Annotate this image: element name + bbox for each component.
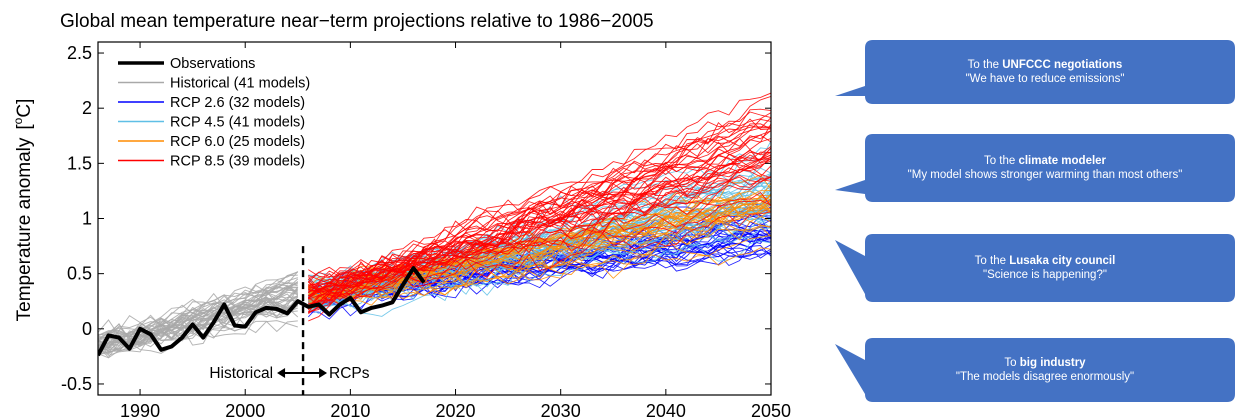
bubble-heading: To the UNFCCC negotiations (967, 59, 1123, 71)
svg-text:Temperature anomaly[oC]: Temperature anomaly [oC] (11, 99, 35, 322)
historical-model-run (98, 296, 299, 347)
y-tick-label: -0.5 (61, 374, 92, 394)
y-tick-label: 2 (82, 98, 92, 118)
bubble-quote: "We have to reduce emissions" (965, 73, 1125, 85)
legend-label: Historical (41 models) (170, 76, 310, 92)
y-axis-unit-close: ] (14, 99, 35, 104)
x-tick-label: 2010 (330, 401, 370, 419)
temperature-projection-chart: Global mean temperature near−term projec… (11, 11, 791, 419)
bubble-heading: To the Lusaka city council (974, 255, 1116, 267)
y-axis-unit-letter: C (14, 104, 35, 118)
rcp85-model-run (308, 165, 771, 306)
rcp85-model-run (308, 211, 771, 322)
rcp60-model-run (307, 203, 771, 299)
x-tick-label: 2030 (541, 401, 581, 419)
rcp60-model-run (308, 197, 771, 303)
y-tick-label: 0.5 (67, 264, 92, 284)
rcp85-model-run (308, 127, 771, 294)
y-tick-label: 1 (82, 209, 92, 229)
axis-ticks: 1990 2000 2010 2020 2030 2040 2050 -0.5 0 0.5 1 1.5… (61, 42, 791, 419)
legend-label: RCP 6.0 (25 models) (170, 134, 305, 150)
y-axis-unit-degree: o (11, 117, 25, 124)
y-tick-label: 0 (82, 319, 92, 339)
rcp45-model-run (308, 240, 771, 317)
historical-model-run (98, 271, 298, 347)
y-tick-label: 2.5 (67, 43, 92, 63)
speech-bubble-big-industry: To big industry "The models disagree eno… (835, 338, 1235, 410)
model-runs (98, 92, 771, 359)
speech-bubble-climate-modeler: To the climate modeler "My model shows s… (835, 134, 1235, 206)
historical-model-run (98, 274, 298, 336)
y-axis-label: Temperature anomaly [oC] (11, 99, 35, 322)
rcp85-model-run (307, 151, 771, 308)
period-annotation: Historical RCPs (209, 365, 369, 382)
bubble-quote: "Science is happening?" (983, 269, 1107, 281)
rcp85-model-run (308, 177, 771, 294)
rcp60-model-run (308, 199, 771, 299)
rcp85-model-run (308, 176, 771, 306)
rcp60-model-run (308, 247, 771, 309)
rcp85-model-run (307, 123, 771, 293)
speech-bubble-shape (835, 40, 1235, 104)
speech-bubble-unfccc: To the UNFCCC negotiations "We have to r… (835, 40, 1235, 112)
arrow-left-icon (277, 368, 286, 378)
historical-annotation: Historical (209, 365, 273, 382)
x-tick-label: 1990 (120, 401, 160, 419)
rcp85-model-run (308, 123, 771, 288)
rcps-annotation: RCPs (329, 365, 370, 382)
legend-label: RCP 2.6 (32 models) (170, 95, 305, 111)
observations-series (98, 266, 426, 357)
rcp85-model-run (308, 111, 771, 287)
speech-bubble-lusaka-council: To the Lusaka city council "Science is h… (835, 234, 1235, 306)
bubble-heading: To big industry (1004, 357, 1086, 369)
x-tick-label: 2040 (646, 401, 686, 419)
rcp85-model-run (308, 160, 771, 313)
x-tick-label: 2000 (225, 401, 265, 419)
bubble-heading: To the climate modeler (983, 155, 1107, 167)
chart-title: Global mean temperature near−term projec… (60, 11, 654, 32)
historical-model-run (98, 271, 299, 352)
legend-label: RCP 8.5 (39 models) (170, 154, 305, 170)
legend-label: Observations (170, 56, 255, 72)
rcp85-model-run (308, 200, 771, 302)
y-axis-label-text: Temperature anomaly (14, 137, 35, 321)
legend-label: RCP 4.5 (41 models) (170, 115, 305, 131)
rcp85-model-run (307, 149, 771, 293)
arrow-right-icon (319, 368, 328, 378)
rcp85-model-run (308, 154, 771, 293)
historical-model-run (98, 288, 299, 349)
x-tick-label: 2050 (751, 401, 791, 419)
rcp60-model-run (308, 196, 771, 300)
historical-model-run (98, 285, 298, 345)
bubble-quote: "The models disagree enormously" (955, 371, 1135, 383)
y-axis-unit-open: [ (14, 124, 35, 130)
observations-line (98, 266, 426, 357)
speech-bubble-shape (835, 234, 1235, 302)
rcp60-model-run (308, 225, 771, 310)
y-tick-label: 1.5 (67, 153, 92, 173)
rcp85-model-run (308, 147, 771, 300)
speech-bubble-shape (835, 134, 1235, 202)
bubble-quote: "My model shows stronger warming than mo… (907, 169, 1183, 181)
speech-bubble-shape (835, 338, 1235, 402)
x-tick-label: 2020 (436, 401, 476, 419)
chart-legend: Observations Historical (41 models) RCP 2.… (118, 56, 310, 170)
